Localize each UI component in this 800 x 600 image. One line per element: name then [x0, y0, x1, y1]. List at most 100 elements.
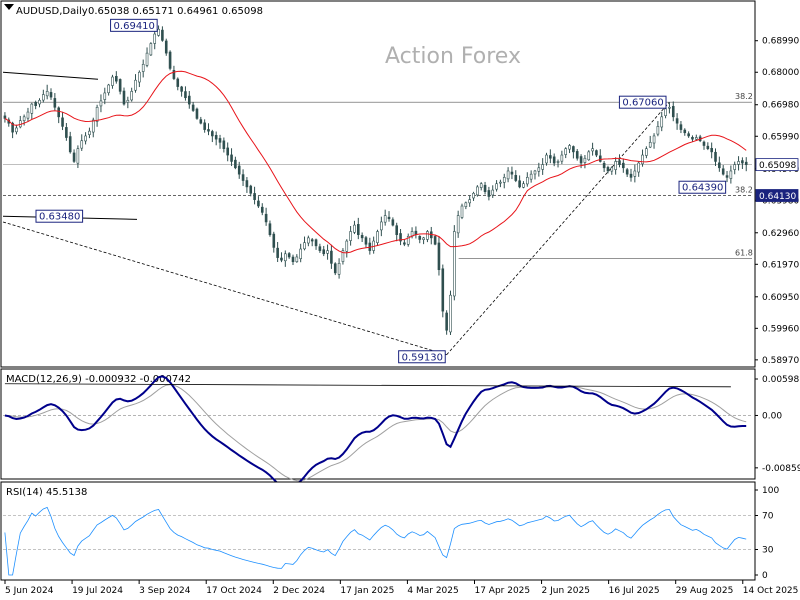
candle-body [625, 169, 629, 175]
candle-body [614, 161, 617, 170]
candle-body [549, 155, 552, 159]
candle-body [706, 145, 710, 149]
low-label-box [35, 209, 84, 223]
candle-body [11, 122, 14, 133]
candle-body [237, 165, 241, 175]
ohlc-values: 0.65038 0.65171 0.64961 0.65098 [88, 6, 263, 17]
candle-body [176, 78, 180, 87]
candle-body [49, 92, 53, 98]
candle-body [245, 180, 249, 188]
candle-body [641, 154, 644, 165]
candle-body [610, 167, 614, 172]
candle-body [138, 71, 141, 83]
macd-lines [4, 375, 747, 488]
macd-signal-line [4, 384, 747, 482]
candle-body [541, 164, 544, 170]
price-axis-label: 0.68990 [762, 37, 799, 47]
candle-body [207, 129, 210, 132]
candle-body [495, 183, 498, 190]
candle-body [195, 108, 199, 119]
candle-body [72, 152, 76, 162]
candle-body [161, 29, 164, 41]
price-axis-label: 0.61970 [762, 260, 799, 270]
candle-body [353, 224, 356, 233]
candle-body [38, 99, 41, 105]
candle-body [464, 202, 468, 207]
candle-body [737, 161, 740, 165]
candle-body [42, 94, 45, 101]
candle-body [15, 127, 18, 133]
candle-body [107, 84, 110, 94]
candle-body [257, 200, 260, 207]
price-panel-frame [0, 0, 756, 368]
candle-body [337, 263, 341, 275]
candle-body [199, 119, 203, 124]
high-label-box [618, 95, 667, 109]
rsi-title: RSI(14) 45.5138 [6, 487, 87, 498]
candle-body [453, 231, 456, 297]
low-label: 0.64390 [682, 183, 723, 194]
price-annotations: 0.69410 0.63480 0.59130 0.67060 0.64390 38.2 3… [35, 18, 753, 364]
candle-body [522, 183, 525, 188]
high-label-box [110, 18, 158, 32]
candle-body [168, 51, 172, 69]
time-axis-label: 4 Mar 2025 [407, 586, 458, 596]
candle-body [560, 154, 564, 162]
macd-panel-frame [0, 368, 756, 480]
sma-layer [4, 70, 747, 254]
candle-body [725, 175, 729, 178]
candle-body [437, 242, 441, 271]
current-price-tag: 0.65098 [759, 161, 796, 171]
candle-body [356, 224, 360, 235]
candle-body [84, 135, 87, 142]
candle-body [253, 193, 256, 200]
fib-price-tag: 0.64130 [759, 192, 796, 202]
candle-body [487, 190, 491, 197]
candle-body [45, 91, 49, 97]
candle-body [572, 146, 575, 153]
dashed-lower-channel [2, 221, 447, 356]
candle-body [268, 223, 272, 235]
candle-body [556, 161, 560, 163]
candle-body [595, 150, 598, 156]
candle-body [276, 247, 279, 258]
candle-body [314, 239, 318, 247]
candle-body [668, 106, 671, 109]
candle-body [118, 79, 122, 92]
candle-body [710, 147, 713, 153]
candle-body [483, 184, 487, 192]
candle-body [456, 215, 460, 234]
candle-body [345, 240, 349, 252]
candle-body [80, 140, 84, 149]
fib-level-label: 61.8 [735, 249, 753, 258]
low-label: 0.59130 [402, 352, 443, 363]
macd-axis: 0.005981 0.00 -0.00859 [3, 375, 800, 474]
time-axis-label: 2 Jun 2025 [542, 586, 590, 596]
candle-body [506, 170, 510, 180]
candle-body [264, 213, 268, 223]
candle-body [214, 135, 218, 140]
candle-body [203, 122, 206, 130]
rsi-axis: 100 70 30 0 [3, 486, 779, 581]
candle-body [376, 231, 379, 243]
candle-body [333, 263, 337, 274]
dashed-uptrend-line [446, 101, 670, 356]
price-axis-label: 0.60950 [762, 293, 799, 303]
price-axis-label: 0.65990 [762, 132, 799, 142]
candle-body [122, 90, 126, 105]
candle-body [718, 162, 721, 169]
candle-body [403, 242, 406, 245]
candle-body [330, 250, 333, 264]
candle-body [272, 233, 276, 248]
candle-body [648, 142, 652, 148]
current-price-tag-bg [755, 158, 799, 172]
macd-title: MACD(12,26,9) -0.000932 -0.000742 [6, 374, 191, 385]
macd-trendline [4, 383, 731, 388]
macd-axis-label: 0.005981 [762, 375, 800, 385]
candle-body [583, 157, 587, 163]
candle-body [34, 102, 37, 106]
menu-triangle-icon[interactable] [4, 4, 14, 10]
candle-body [602, 162, 606, 169]
time-axis-label: 2 Dec 2024 [273, 586, 325, 596]
candle-body [387, 216, 391, 220]
